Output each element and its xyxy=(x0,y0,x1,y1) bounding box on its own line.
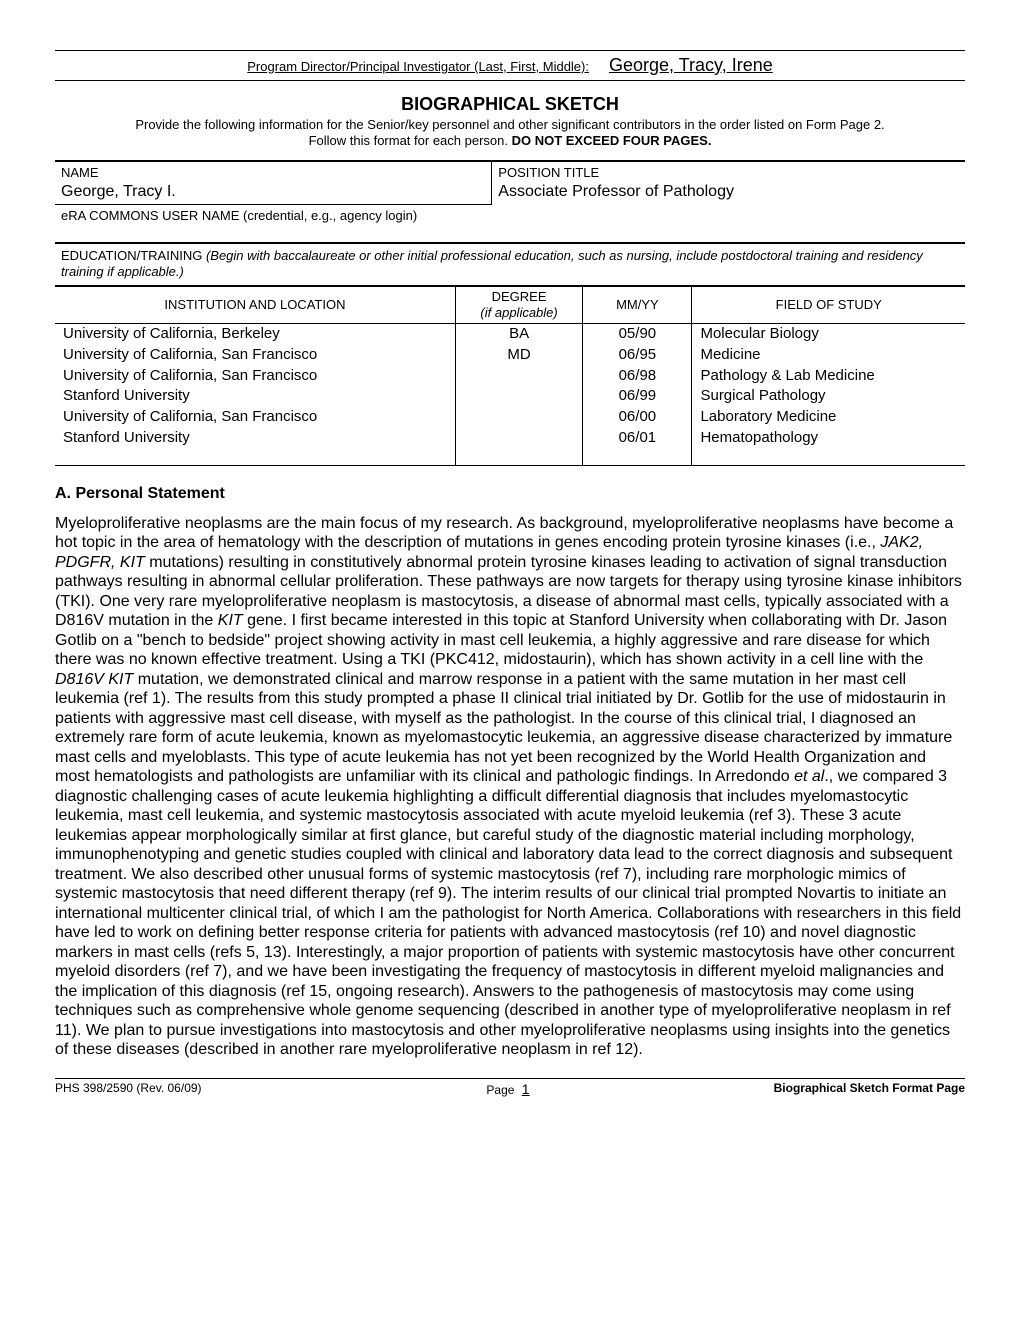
header-name: George, Tracy, Irene xyxy=(609,54,773,77)
edu-head-field: FIELD OF STUDY xyxy=(692,287,965,324)
position-label: POSITION TITLE xyxy=(498,165,599,180)
edu-instructions: EDUCATION/TRAINING (Begin with baccalaur… xyxy=(55,243,965,287)
title-sub1: Provide the following information for th… xyxy=(135,117,884,132)
footer: PHS 398/2590 (Rev. 06/09) Page 1 Biograp… xyxy=(55,1078,965,1096)
name-label: NAME xyxy=(61,165,99,180)
edu-head-degree: DEGREE (if applicable) xyxy=(455,287,582,324)
table-row: Stanford University06/01Hematopathology xyxy=(55,428,965,449)
edu-head-inst: INSTITUTION AND LOCATION xyxy=(55,287,455,324)
title-main: BIOGRAPHICAL SKETCH xyxy=(55,93,965,116)
edu-instr-prefix: EDUCATION/TRAINING xyxy=(61,248,206,263)
info-table: NAME George, Tracy I. POSITION TITLE Ass… xyxy=(55,160,965,244)
footer-right: Biographical Sketch Format Page xyxy=(774,1081,965,1096)
header-label: Program Director/Principal Investigator … xyxy=(247,59,589,75)
title-sub2-bold: DO NOT EXCEED FOUR PAGES. xyxy=(512,133,712,148)
personal-statement: Myeloproliferative neoplasms are the mai… xyxy=(55,514,965,1060)
table-row: University of California, San Francisco0… xyxy=(55,407,965,428)
name-value: George, Tracy I. xyxy=(61,183,176,200)
title-sub2-prefix: Follow this format for each person. xyxy=(309,133,512,148)
education-table: INSTITUTION AND LOCATION DEGREE (if appl… xyxy=(55,287,965,466)
edu-head-date: MM/YY xyxy=(583,287,692,324)
table-row: University of California, San Francisco0… xyxy=(55,366,965,387)
table-row: University of California, BerkeleyBA05/9… xyxy=(55,324,965,345)
table-row: University of California, San FranciscoM… xyxy=(55,345,965,366)
footer-center: Page 1 xyxy=(486,1081,533,1099)
era-label: eRA COMMONS USER NAME (credential, e.g.,… xyxy=(61,208,417,223)
header-bar: Program Director/Principal Investigator … xyxy=(55,50,965,81)
section-a-heading: A. Personal Statement xyxy=(55,484,965,504)
footer-left: PHS 398/2590 (Rev. 06/09) xyxy=(55,1081,202,1096)
title-sub: Provide the following information for th… xyxy=(55,117,965,150)
position-value: Associate Professor of Pathology xyxy=(498,183,734,200)
table-row: Stanford University06/99Surgical Patholo… xyxy=(55,386,965,407)
